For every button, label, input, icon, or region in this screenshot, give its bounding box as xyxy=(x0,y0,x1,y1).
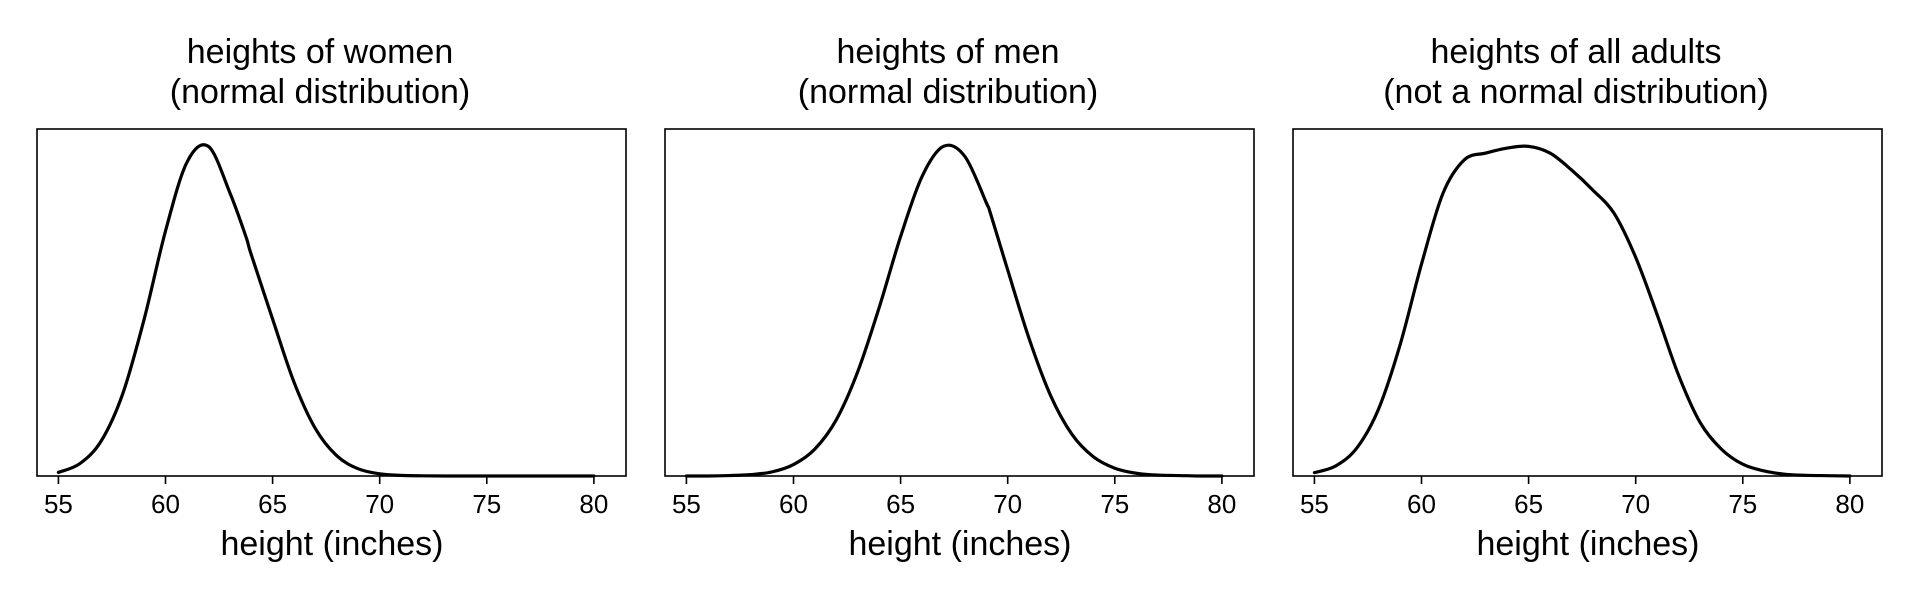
x-tick-label-55: 55 xyxy=(1300,489,1329,519)
x-tick-label-70: 70 xyxy=(1621,489,1650,519)
plot-frame xyxy=(36,128,627,477)
x-axis-label: height (inches) xyxy=(220,525,444,563)
plot-frame xyxy=(1292,128,1883,477)
x-tick-label-75: 75 xyxy=(1100,489,1129,519)
chart-title-line-2: (not a normal distribution) xyxy=(1383,73,1769,111)
chart-panel-all-adults: heights of all adults (not a normal dist… xyxy=(1256,0,1896,600)
chart-panel-women: heights of women (normal distribution) 5… xyxy=(0,0,640,600)
plot-frame xyxy=(664,128,1255,477)
x-tick-label-75: 75 xyxy=(1728,489,1757,519)
chart-plot-women: 55 60 65 70 75 80 xyxy=(36,128,627,519)
chart-plot-all-adults: 55 60 65 70 75 80 xyxy=(1292,128,1883,519)
x-axis-label: height (inches) xyxy=(848,525,1072,563)
x-tick-label-80: 80 xyxy=(1207,489,1236,519)
x-tick-label-60: 60 xyxy=(151,489,180,519)
chart-title-line-1: heights of all adults xyxy=(1430,33,1722,71)
x-tick-label-60: 60 xyxy=(1407,489,1436,519)
density-curve-0 xyxy=(684,143,1224,478)
chart-title-line-1: heights of men xyxy=(836,33,1060,71)
density-curve-0 xyxy=(1312,144,1852,478)
density-curve-0 xyxy=(56,143,596,478)
x-tick-label-70: 70 xyxy=(365,489,394,519)
x-tick-label-65: 65 xyxy=(886,489,915,519)
x-tick-label-80: 80 xyxy=(1835,489,1864,519)
x-tick-label-70: 70 xyxy=(993,489,1022,519)
x-tick-label-75: 75 xyxy=(472,489,501,519)
x-tick-label-55: 55 xyxy=(672,489,701,519)
chart-title-line-1: heights of women xyxy=(186,33,454,71)
x-tick-label-55: 55 xyxy=(44,489,73,519)
chart-panel-men: heights of men (normal distribution) 55 6… xyxy=(628,0,1268,600)
chart-title-line-2: (normal distribution) xyxy=(169,73,471,111)
x-tick-label-65: 65 xyxy=(1514,489,1543,519)
chart-plot-men: 55 60 65 70 75 80 xyxy=(664,128,1255,519)
x-axis-label: height (inches) xyxy=(1476,525,1700,563)
x-tick-label-80: 80 xyxy=(579,489,608,519)
chart-title-line-2: (normal distribution) xyxy=(797,73,1099,111)
x-tick-label-65: 65 xyxy=(258,489,287,519)
x-tick-label-60: 60 xyxy=(779,489,808,519)
